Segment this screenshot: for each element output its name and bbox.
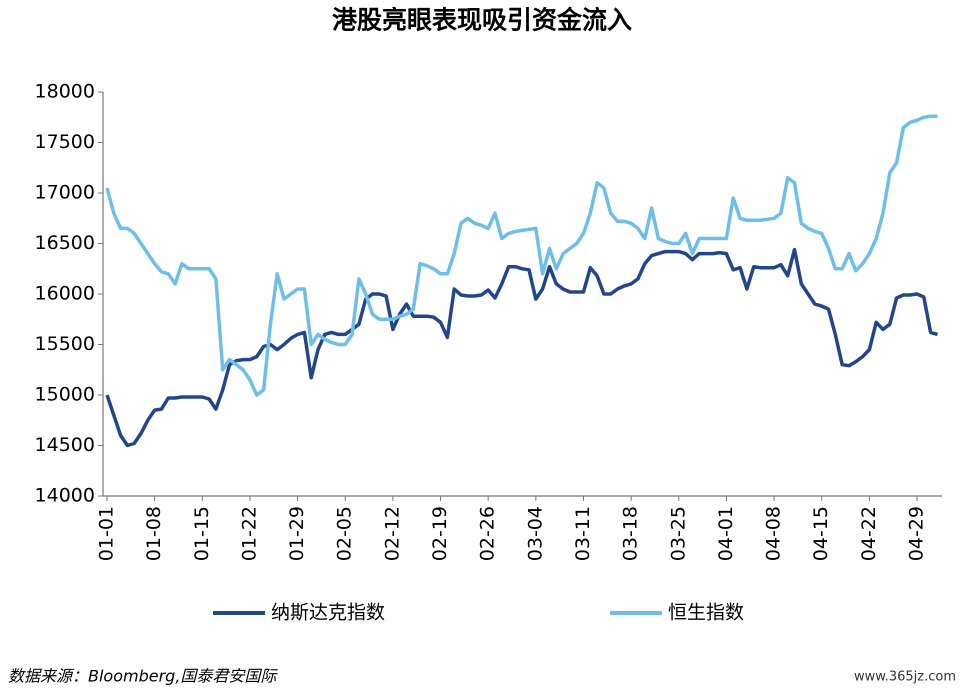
x-tick-label: 04-29	[906, 506, 928, 561]
y-tick-label: 14500	[35, 434, 95, 456]
x-tick-label: 04-01	[715, 506, 737, 561]
legend-label: 纳斯达克指数	[271, 602, 385, 624]
x-tick-label: 04-15	[810, 506, 832, 561]
x-tick-label: 01-29	[286, 506, 308, 561]
chart-title: 港股亮眼表现吸引资金流入	[332, 6, 632, 35]
y-tick-label: 15000	[35, 384, 95, 406]
x-tick-label: 02-05	[334, 506, 356, 561]
line-series	[105, 114, 938, 397]
y-tick-label: 14000	[35, 485, 95, 507]
y-tick-label: 17000	[35, 182, 95, 204]
x-tick-label: 01-01	[96, 506, 118, 561]
x-tick-label: 02-26	[477, 506, 499, 561]
source: 数据来源：Bloomberg,国泰君安国际	[8, 667, 278, 686]
x-tick-label: 03-11	[572, 506, 594, 561]
watermark: www.365jz.com	[854, 670, 956, 685]
x-tick-label: 01-15	[191, 506, 213, 561]
x-tick-label: 03-04	[524, 506, 546, 561]
y-tick-label: 18000	[35, 81, 95, 103]
line-series	[105, 247, 938, 448]
y-tick-label: 15500	[35, 333, 95, 355]
x-tick-label: 03-25	[667, 506, 689, 561]
x-tick-label: 03-18	[620, 506, 642, 561]
x-tick-label: 04-22	[858, 506, 880, 561]
y-tick-label: 16500	[35, 232, 95, 254]
x-tick-label: 01-08	[143, 506, 165, 561]
x-tick-label: 02-19	[429, 506, 451, 561]
y-tick-label: 16000	[35, 283, 95, 305]
x-tick-label: 04-08	[763, 506, 785, 561]
legend-label: 恒生指数	[668, 602, 744, 624]
y-tick-label: 17500	[35, 131, 95, 153]
x-tick-label: 01-22	[238, 506, 260, 561]
x-tick-label: 02-12	[381, 506, 403, 561]
